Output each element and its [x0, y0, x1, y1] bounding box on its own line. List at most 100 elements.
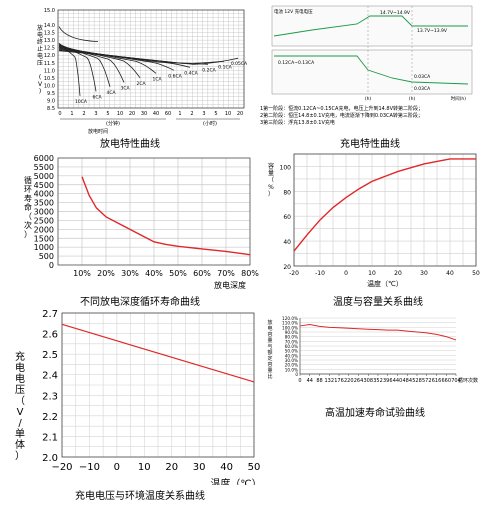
x-axis-label: 放电时间 — [88, 128, 108, 134]
x-tick-label: 0 — [114, 462, 120, 473]
annotation-cutoff-current-1: 0.03CA — [414, 74, 431, 80]
x-tick-label: 40 — [153, 111, 159, 117]
x-tick-label: 20 — [394, 270, 402, 277]
charge-voltage-chart-panel: 2.0 2.1 2.2 2.3 2.4 2.5 2.6 2.7 −20 −10 0 10 20 30 40 5… — [0, 305, 262, 490]
y-axis-label: 放电终止电压 (V) — [37, 24, 43, 95]
time-marker-1: (h) — [365, 96, 372, 102]
y-tick-label: 70.0% — [285, 339, 298, 344]
x-axis-label: 放电深度 — [214, 280, 246, 290]
x-tick-label: 30 — [420, 270, 428, 277]
y-tick-label: 2.1 — [42, 432, 58, 443]
curve-label: 0.6CA — [168, 73, 182, 79]
x-tick-label: 704 — [451, 378, 461, 384]
y-tick-label: 3500 — [34, 199, 54, 208]
y-tick-label: 20.0% — [285, 363, 298, 368]
y-tick-label: 4500 — [34, 181, 54, 190]
x-tick-label: 2 — [82, 111, 85, 117]
charge-note: 3第三阶段：浮充13.8±0.1V充电 — [260, 119, 335, 126]
x-tick-label: -10 — [315, 270, 325, 277]
x-tick-label: 10 — [117, 111, 123, 117]
y-tick-label: 6000 — [34, 154, 54, 163]
current-plot-frame — [271, 49, 473, 95]
annotation-cutoff-current-2: 0.03CA — [414, 86, 431, 92]
curve-label: 6CA — [92, 94, 102, 100]
current-curve — [274, 55, 469, 85]
x-tick-label: 396 — [383, 378, 393, 384]
annotation-cc-current: 0.12CA~0.13CA — [278, 60, 315, 66]
y-tick-label: 2.7 — [42, 309, 58, 320]
y-tick-label: 120.0% — [282, 316, 298, 321]
y-tick-label: 5500 — [34, 163, 54, 172]
y-tick-label: 500 — [39, 252, 54, 261]
accelerated-life-chart: 010.0%20.0%30.0%40.0%50.0%60.0%70.0%80.0… — [267, 316, 478, 384]
y-axis-label: 循环寿命（次） — [24, 175, 32, 239]
y-tick-label: 100 — [280, 164, 292, 171]
curve-label: 10CA — [75, 99, 88, 105]
x-tick-label: 0 — [58, 111, 61, 117]
y-tick-label: 2.3 — [42, 391, 58, 402]
x-tick-label: 3 — [94, 111, 97, 117]
discharge-curve — [58, 50, 239, 65]
discharge-caption: 放电特性曲线 — [100, 139, 160, 150]
charge-voltage-caption: 充电电压与环境温度关系曲线 — [75, 491, 205, 502]
curve-label: 0.4CA — [184, 70, 198, 76]
y-tick-label: 13.0 — [44, 38, 55, 44]
x-tick-label: 10 — [225, 111, 231, 117]
discharge-chart-panel: 15.0 14.0 13.5 13.0 12.5 12.0 11.5 11.0 10.5 10.0… — [0, 0, 248, 135]
x-tick-label: 88 — [316, 378, 322, 384]
charge-caption: 充电特性曲线 — [340, 139, 400, 150]
y-tick-label: 11.0 — [44, 68, 55, 74]
y-tick-label: 2.0 — [42, 453, 58, 464]
x-tick-label: 5 — [214, 111, 217, 117]
time-axis-label: 时间(h) — [451, 95, 467, 102]
plot-frame — [57, 9, 245, 109]
temp-capacity-chart: 20 40 60 80 100 -20 -10 0 10 20 30 40 50 温度（℃） 容量（%） — [268, 153, 480, 288]
x-tick-label: 5 — [106, 111, 109, 117]
plot-frame — [293, 153, 477, 267]
temp-capacity-caption: 温度与容量关系曲线 — [333, 297, 423, 308]
y-tick-label: 100.0% — [282, 325, 298, 330]
y-tick-label: 40.0% — [285, 353, 298, 358]
y-tick-label: 20 — [283, 264, 291, 271]
x-tick-label: 30 — [141, 111, 147, 117]
x-tick-label: 3 — [202, 111, 205, 117]
charge-chart: 电池 12V 充电电压 14.7V~14.9V 13.7V~13.9V 0.12CA~… — [258, 0, 482, 134]
x-axis-label: 温度（℃） — [210, 477, 261, 485]
x-tick-label: 1 — [178, 111, 181, 117]
y-tick-label: 1000 — [34, 243, 54, 252]
x-unit-hours: (小时) — [203, 120, 217, 127]
x-tick-label: 0 — [344, 270, 348, 277]
x-tick-label: −20 — [51, 462, 72, 473]
x-tick-label: 440 — [393, 378, 403, 384]
cycle-life-chart: 0500100015002000250030003500400045005000… — [24, 154, 259, 290]
y-tick-label: 9.0 — [47, 98, 55, 104]
y-tick-label: 60.0% — [285, 344, 298, 349]
x-tick-label: 264 — [354, 378, 364, 384]
y-axis-label: 放电容量与额定容量比 — [267, 319, 272, 380]
y-axis-label: 容量（%） — [268, 162, 274, 198]
y-tick-label: 11.5 — [44, 61, 55, 67]
x-tick-label: 50% — [169, 269, 187, 278]
y-axis-label: 充电电压（ V/单体） — [15, 350, 25, 462]
x-tick-label: −10 — [79, 462, 100, 473]
y-tick-label: 30.0% — [285, 358, 298, 363]
y-tick-label: 10.5 — [44, 76, 55, 82]
series-line — [61, 323, 255, 383]
x-tick-label: 30% — [121, 269, 139, 278]
accelerated-life-caption: 高温加速寿命试验曲线 — [325, 408, 425, 419]
curve-label: 0.1CA — [218, 64, 232, 70]
y-tick-label: 9.5 — [47, 91, 55, 97]
y-tick-label: 2000 — [34, 225, 54, 234]
voltage-axis-label: 电池 12V 充电电压 — [274, 8, 313, 15]
charge-chart-panel: 电池 12V 充电电压 14.7V~14.9V 13.7V~13.9V 0.12CA~… — [258, 0, 482, 134]
y-tick-label: 0 — [49, 261, 54, 270]
y-tick-label: 5000 — [34, 172, 54, 181]
discharge-chart: 15.014.013.513.012.512.011.511.010.510.0… — [37, 8, 248, 135]
x-tick-label: 60% — [193, 269, 211, 278]
x-tick-label: 308 — [363, 378, 373, 384]
x-tick-label: 20 — [237, 111, 243, 117]
y-tick-label: 4000 — [34, 190, 54, 199]
series-line — [293, 158, 476, 252]
y-tick-label: 2.2 — [42, 412, 58, 423]
y-tick-label: 12.0 — [44, 53, 55, 59]
